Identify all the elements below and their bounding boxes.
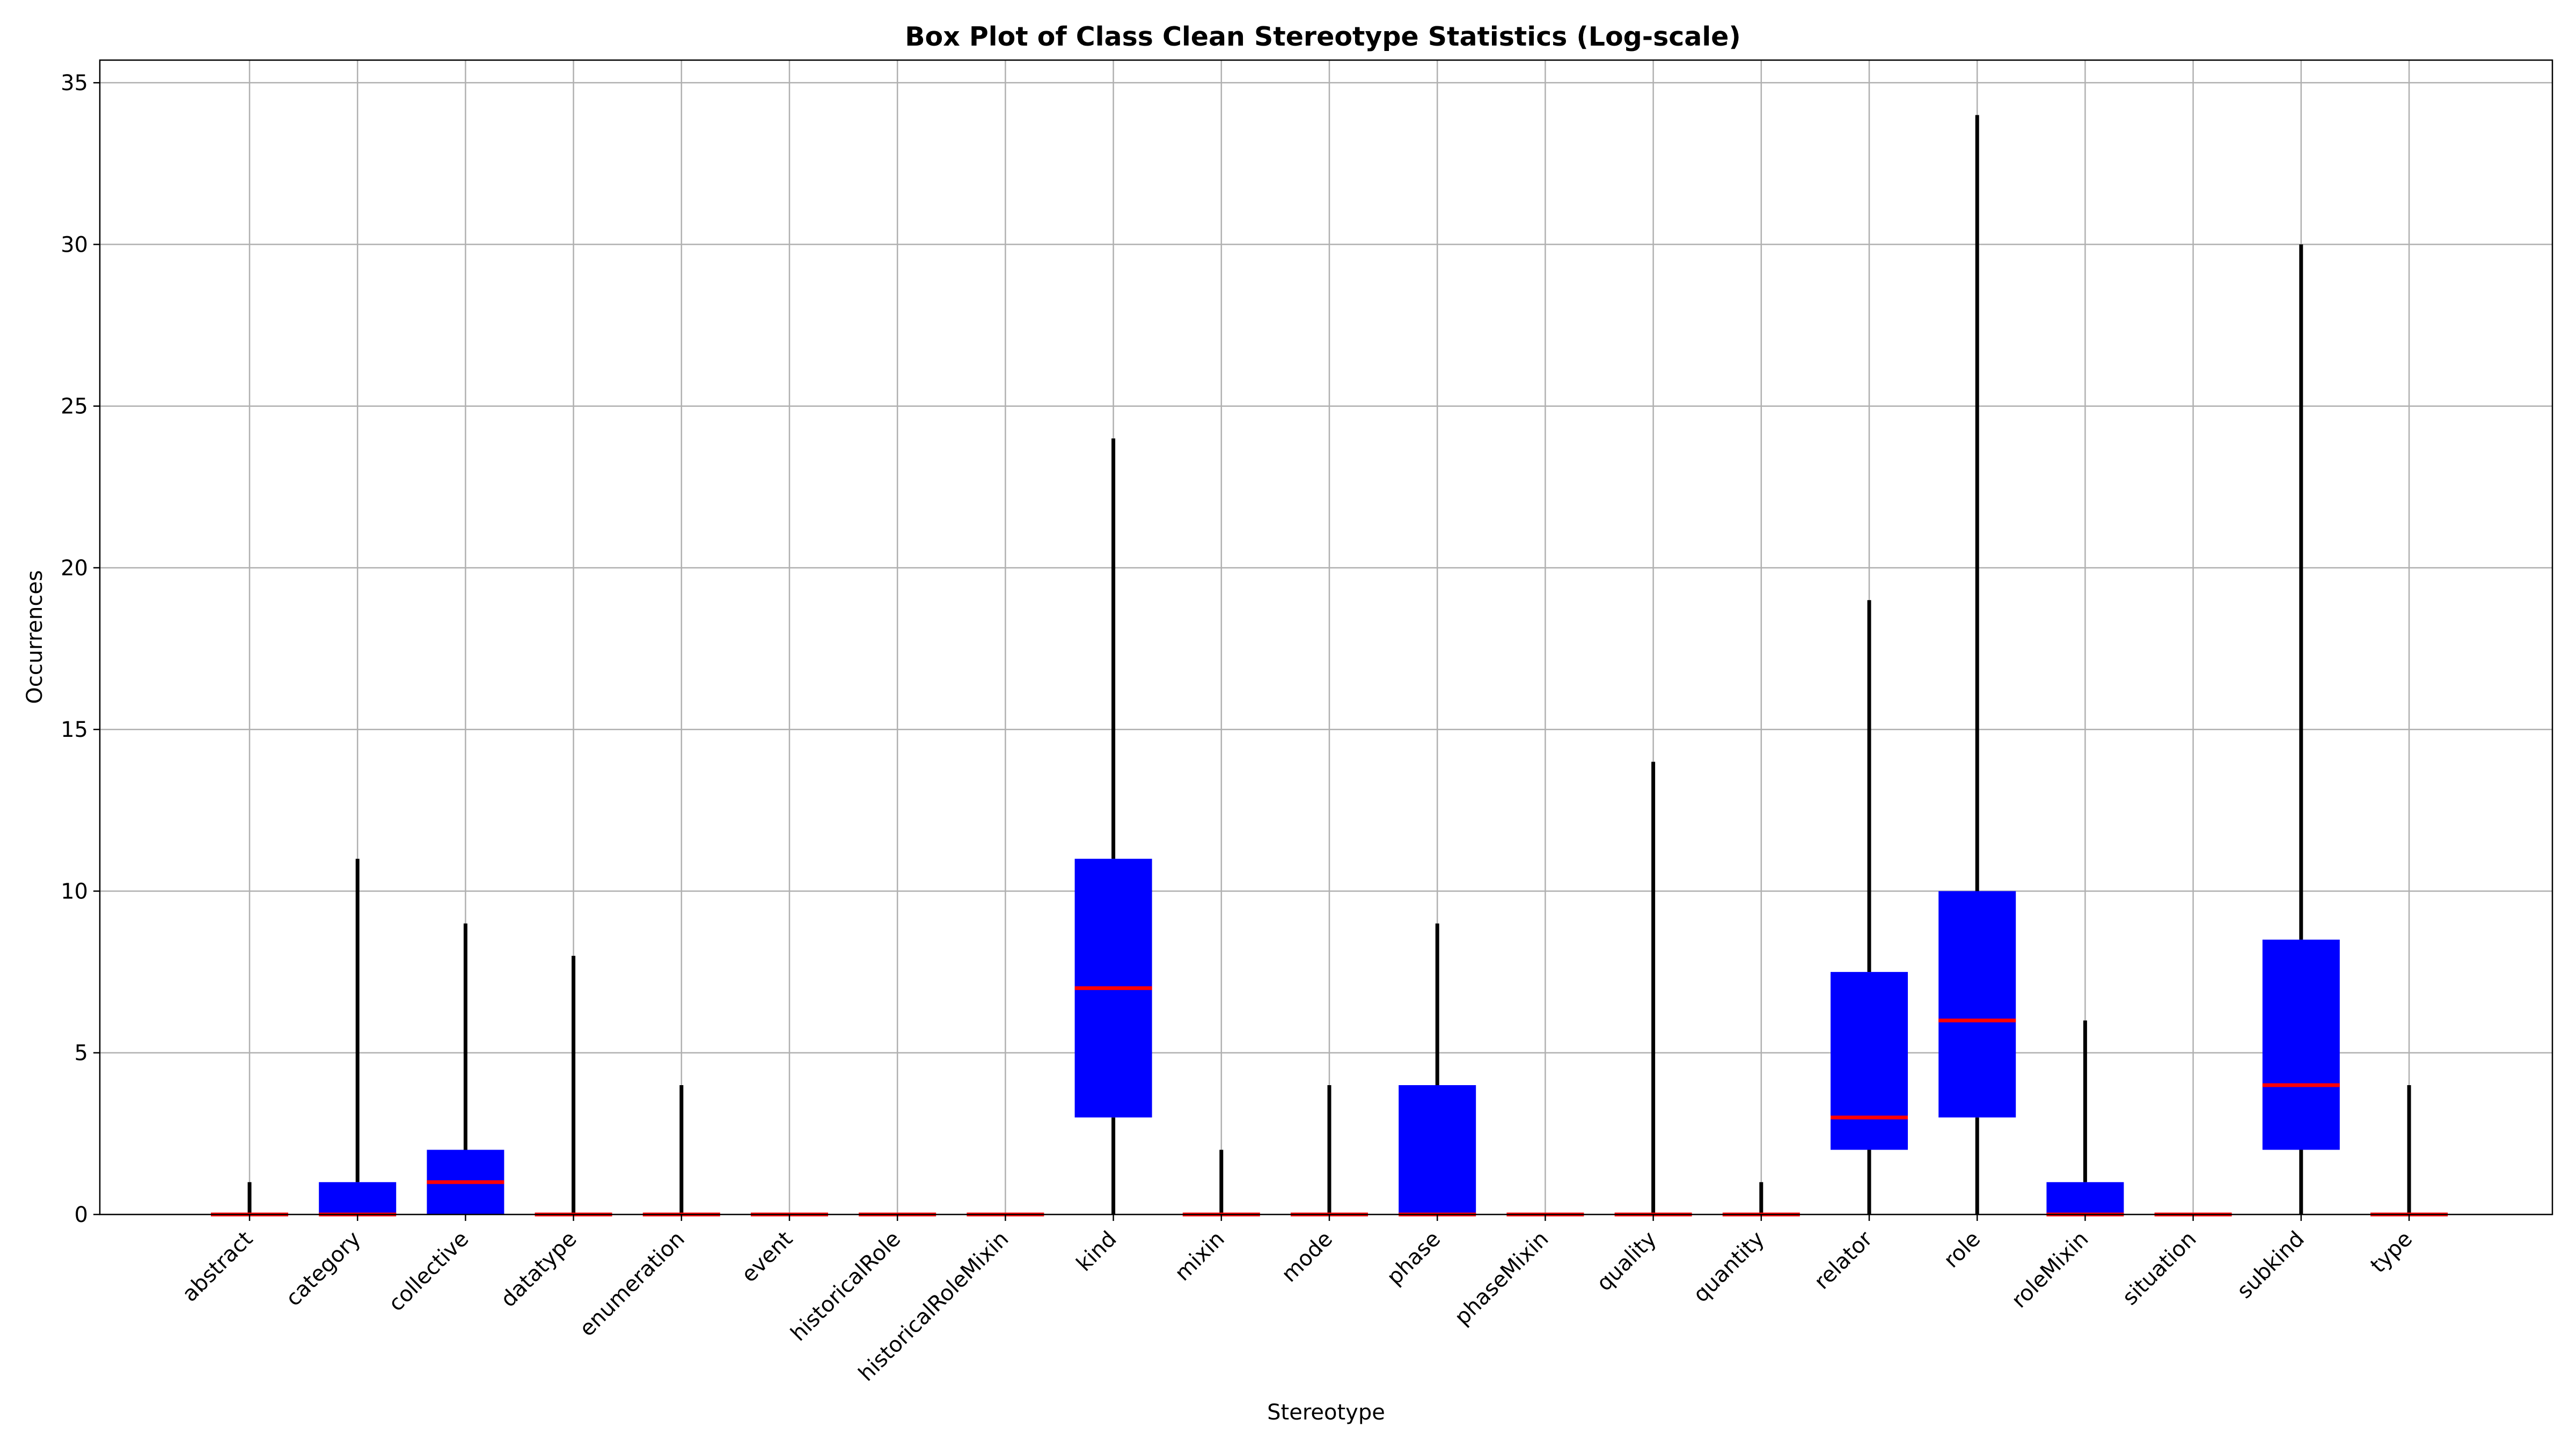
y-tick-label: 0 (75, 1203, 88, 1227)
y-tick-label: 20 (61, 556, 88, 581)
y-tick-label: 15 (61, 718, 88, 742)
box-relator (1831, 600, 1908, 1214)
iqr-box (2262, 939, 2340, 1150)
iqr-box (1938, 891, 2016, 1118)
chart-title: Box Plot of Class Clean Stereotype Stati… (905, 21, 1741, 52)
box-kind (1074, 438, 1152, 1214)
y-tick-label: 35 (61, 71, 88, 96)
y-tick-label: 10 (61, 879, 88, 904)
iqr-box (319, 1182, 397, 1214)
iqr-box (2046, 1182, 2124, 1214)
y-tick-label: 30 (61, 232, 88, 257)
iqr-box (1831, 972, 1908, 1150)
y-tick-label: 5 (75, 1041, 88, 1066)
box-category (319, 859, 397, 1217)
box-collective (427, 923, 504, 1214)
plot-frame (99, 59, 2553, 1216)
y-tick-label: 25 (61, 394, 88, 419)
x-axis-label: Stereotype (1267, 1400, 1385, 1425)
y-axis-label: Occurrences (23, 570, 47, 704)
box-role (1938, 115, 2016, 1214)
box-subkind (2262, 244, 2340, 1214)
box-layer (211, 115, 2448, 1217)
box-phase (1399, 923, 1476, 1217)
iqr-box (1399, 1085, 1476, 1214)
